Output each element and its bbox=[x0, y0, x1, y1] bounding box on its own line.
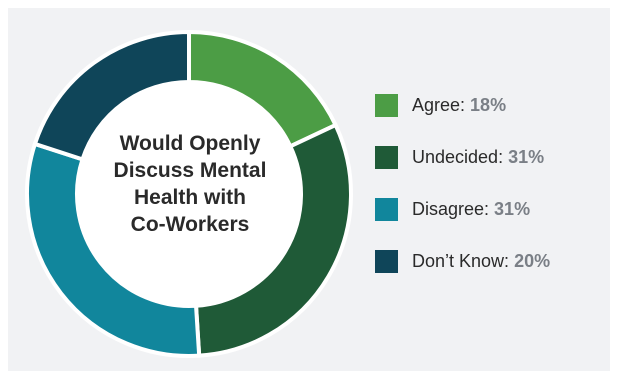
legend-item-dont-know: Don’t Know: 20% bbox=[375, 249, 610, 273]
chart-title: Would Openly Discuss Mental Health with … bbox=[85, 130, 295, 238]
legend-label: Agree: bbox=[412, 94, 466, 115]
legend-swatch bbox=[375, 249, 398, 273]
legend-item-undecided: Undecided: 31% bbox=[375, 145, 610, 169]
chart-title-line: Health with bbox=[133, 186, 246, 209]
legend-item-agree: Agree: 18% bbox=[375, 93, 610, 117]
legend-swatch bbox=[375, 93, 398, 117]
donut-slice-dont-know bbox=[32, 29, 191, 162]
legend-value: 31% bbox=[508, 146, 545, 167]
legend-label: Disagree: bbox=[412, 198, 490, 219]
donut-hole bbox=[78, 83, 300, 305]
legend-swatch bbox=[375, 145, 398, 169]
legend-value: 18% bbox=[470, 94, 507, 115]
donut-slice-undecided bbox=[193, 122, 353, 358]
legend-swatch bbox=[375, 197, 398, 221]
legend-item-disagree: Disagree: 31% bbox=[375, 197, 610, 221]
chart-title-line: Discuss Mental bbox=[113, 159, 267, 182]
chart-legend: Agree: 18% Undecided: 31% Disagree: 31% … bbox=[375, 93, 610, 301]
donut-slice-disagree bbox=[25, 141, 202, 358]
legend-value: 31% bbox=[494, 198, 531, 219]
chart-title-line: Would Openly bbox=[119, 132, 261, 155]
chart-title-line: Co-Workers bbox=[130, 213, 250, 236]
legend-value: 20% bbox=[514, 250, 551, 271]
legend-label: Don’t Know: bbox=[412, 250, 510, 271]
legend-label: Undecided: bbox=[412, 146, 504, 167]
